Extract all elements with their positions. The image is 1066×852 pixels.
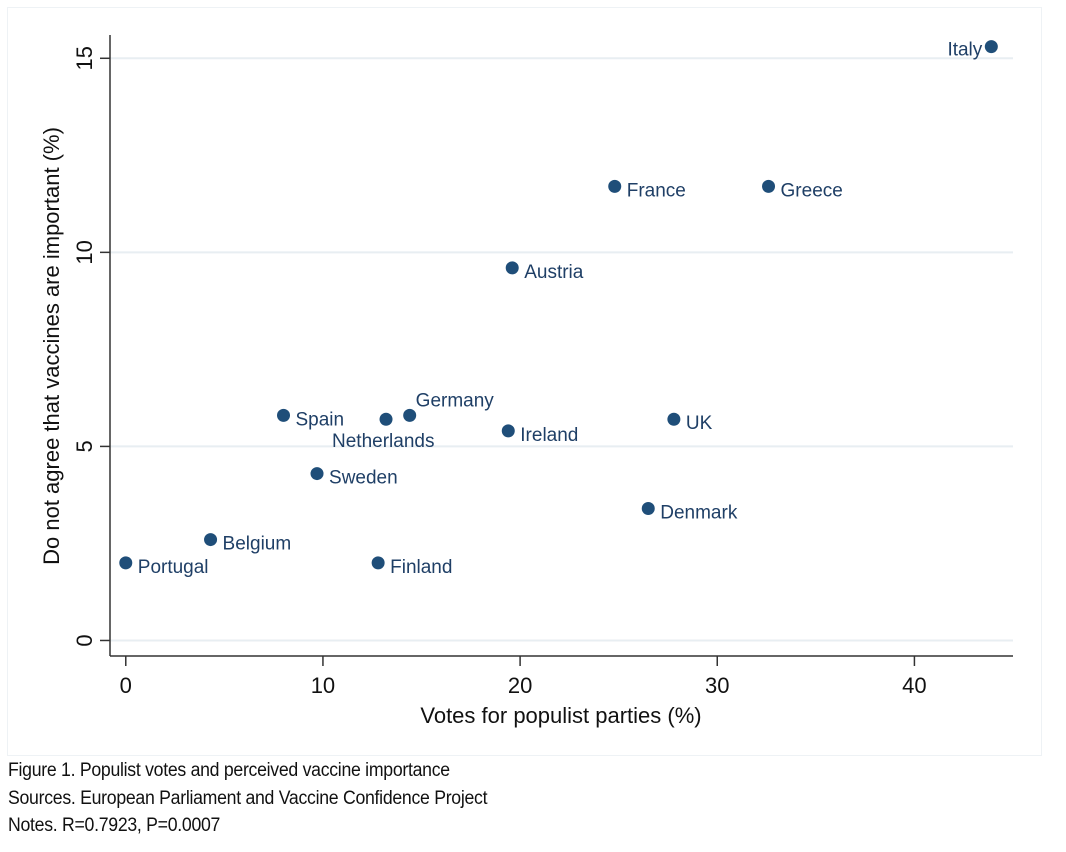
point-label-denmark: Denmark: [660, 503, 738, 524]
chart-frame: [7, 7, 1042, 756]
x-tick-label: 10: [311, 673, 335, 698]
y-axis-label: Do not agree that vaccines are important…: [39, 127, 64, 565]
statistics-note: Notes. R=0.7923, P=0.0007: [8, 815, 221, 836]
x-tick-label: 20: [508, 673, 532, 698]
x-tick-label: 0: [120, 673, 132, 698]
point-label-sweden: Sweden: [329, 468, 398, 489]
figure-caption: Figure 1. Populist votes and perceived v…: [8, 760, 450, 781]
x-tick-label: 40: [902, 673, 926, 698]
point-belgium: [204, 533, 218, 547]
point-label-netherlands: Netherlands: [332, 431, 434, 452]
y-tick-label: 0: [72, 634, 97, 646]
point-label-greece: Greece: [781, 180, 843, 201]
point-italy: [984, 40, 998, 54]
point-label-portugal: Portugal: [138, 557, 209, 578]
point-portugal: [119, 556, 133, 570]
point-greece: [762, 179, 776, 193]
point-label-finland: Finland: [390, 557, 452, 578]
point-label-uk: UK: [686, 413, 713, 434]
point-austria: [505, 261, 519, 275]
axes: [109, 35, 1013, 657]
data-points: Portugal Belgium Spain Sweden Finland Netherl…: [119, 40, 998, 578]
point-netherlands: [379, 412, 393, 426]
point-france: [608, 179, 622, 193]
point-germany: [403, 408, 417, 422]
point-label-ireland: Ireland: [520, 425, 578, 446]
ticks: 0 5 10 15 0 10 20 30 40: [72, 46, 927, 698]
point-label-austria: Austria: [524, 262, 584, 283]
y-tick-label: 15: [72, 46, 97, 70]
point-label-italy: Italy: [947, 40, 982, 61]
point-denmark: [641, 502, 655, 516]
gridlines: [110, 57, 1013, 642]
x-axis-label: Votes for populist parties (%): [420, 703, 701, 728]
scatter-plot: 0 5 10 15 0 10 20 30 40 Portugal Belgium Spain Swed…: [39, 35, 1013, 728]
point-uk: [667, 412, 681, 426]
y-tick-label: 5: [72, 440, 97, 452]
point-label-belgium: Belgium: [223, 534, 292, 555]
x-tick-label: 30: [705, 673, 729, 698]
point-sweden: [310, 467, 324, 481]
point-finland: [371, 556, 385, 570]
point-ireland: [501, 424, 515, 438]
point-spain: [277, 408, 291, 422]
point-label-germany: Germany: [416, 390, 495, 411]
point-label-france: France: [627, 180, 686, 201]
point-label-spain: Spain: [296, 409, 345, 430]
y-tick-label: 10: [72, 240, 97, 264]
sources-note: Sources. European Parliament and Vaccine…: [8, 788, 488, 809]
